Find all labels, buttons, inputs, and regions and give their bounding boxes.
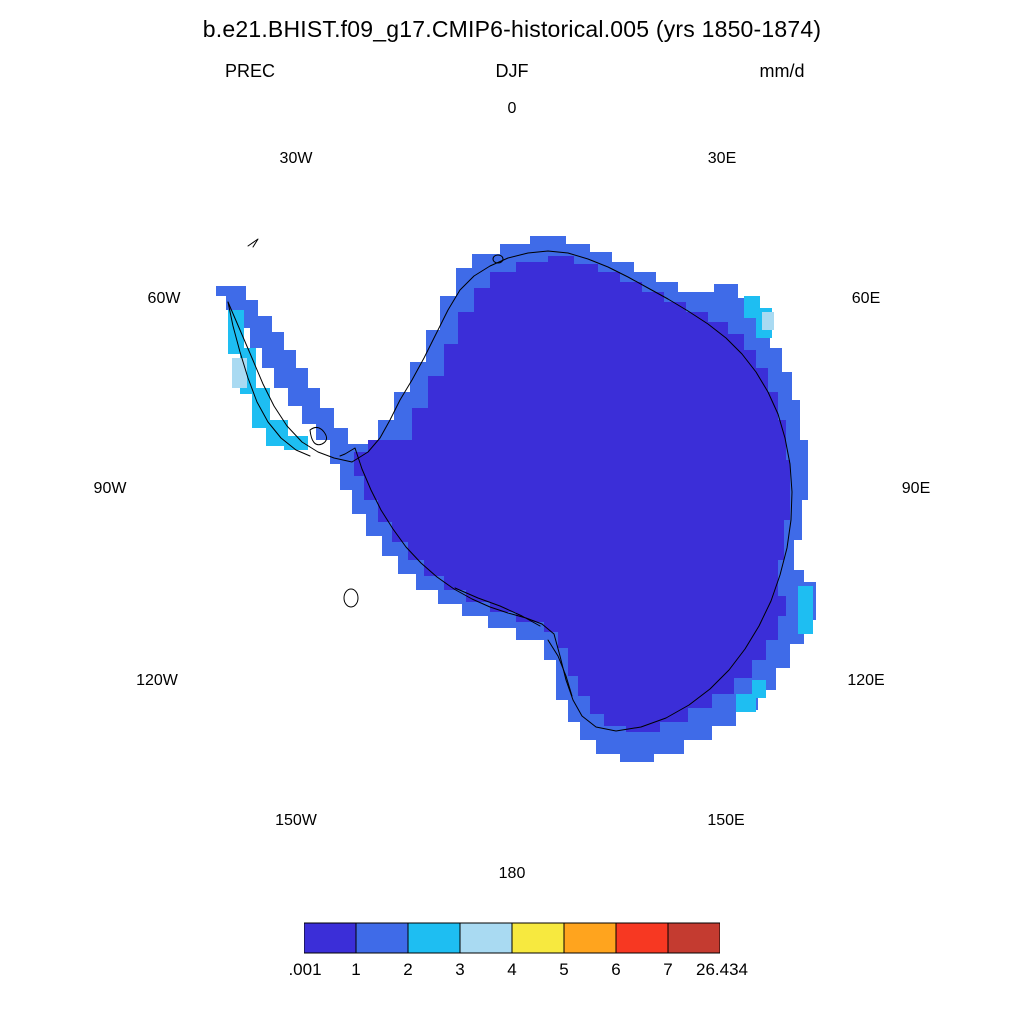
- prec-fill-under-1: [354, 256, 790, 732]
- colorbar-tick: .001: [288, 960, 322, 979]
- plot-title: b.e21.BHIST.f09_g17.CMIP6-historical.005…: [202, 16, 822, 42]
- colorbar-tick: 4: [507, 960, 517, 979]
- colorbar-tick: 7: [663, 960, 673, 979]
- colorbar-swatch-7: [667, 922, 720, 954]
- lon-label-150w: 150W: [275, 812, 317, 829]
- lon-label-120e: 120E: [847, 672, 885, 689]
- lon-label-0: 0: [507, 100, 517, 117]
- lon-label-150e: 150E: [707, 812, 745, 829]
- contour-islet-northwest: [247, 238, 259, 248]
- colorbar-tick: 1: [351, 960, 361, 979]
- lon-label-90w: 90W: [93, 480, 127, 497]
- contour-island-top: [492, 254, 504, 264]
- prec-cell-2-3: [752, 680, 766, 698]
- prec-patches-3-4: [232, 312, 774, 388]
- lon-label-60w: 60W: [147, 290, 181, 307]
- colorbar-swatch-0: [304, 922, 357, 954]
- lon-label-120w: 120W: [136, 672, 178, 689]
- prec-cell-2-3: [736, 694, 756, 712]
- lon-label-90e: 90E: [901, 480, 931, 497]
- colorbar-swatch-1: [355, 922, 409, 954]
- colorbar-tick: 6: [611, 960, 621, 979]
- units-label: mm/d: [759, 61, 805, 81]
- colorbar-swatch-6: [615, 922, 669, 954]
- contour-island-peninsula: [309, 426, 328, 446]
- colorbar-tick: 3: [455, 960, 465, 979]
- contour-island-coast: [343, 588, 359, 608]
- colorbar-swatch-4: [511, 922, 565, 954]
- variable-label: PREC: [224, 61, 276, 81]
- colorbar-tick: 5: [559, 960, 569, 979]
- prec-cell-2-3: [798, 586, 813, 634]
- contour-ross-notch: [547, 639, 573, 697]
- colorbar-swatch-2: [407, 922, 461, 954]
- coastline-main: [227, 250, 793, 732]
- colorbar: [304, 922, 720, 954]
- prec-cell-2-3: [228, 310, 244, 354]
- coastline-peninsula-west: [227, 301, 311, 457]
- lon-label-30e: 30E: [707, 150, 737, 167]
- contour-ross-shelf: [454, 587, 541, 627]
- prec-cell-2-3: [284, 436, 308, 450]
- season-label: DJF: [495, 61, 529, 81]
- colorbar-swatch-5: [563, 922, 617, 954]
- lon-label-60e: 60E: [851, 290, 881, 307]
- colorbar-swatch-3: [459, 922, 513, 954]
- colorbar-tick: 2: [403, 960, 413, 979]
- colorbar-tick: 26.434: [696, 960, 748, 979]
- lon-label-180: 180: [498, 865, 526, 882]
- coastline-contour: [227, 238, 793, 732]
- prec-cell-3-4: [762, 312, 774, 330]
- lon-label-30w: 30W: [279, 150, 313, 167]
- prec-cell-3-4: [232, 358, 247, 388]
